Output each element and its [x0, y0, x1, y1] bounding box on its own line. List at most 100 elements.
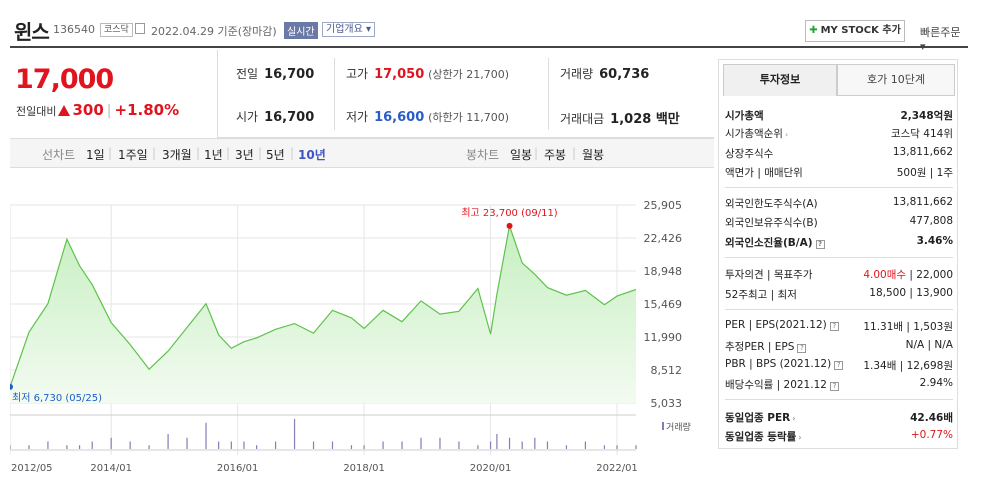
x-tick-label: 2016/01 — [217, 463, 259, 474]
stat-trade-value: 거래대금 1,028 백만 — [560, 112, 680, 127]
volume-legend: 거래량 — [666, 421, 691, 433]
volume-bar — [167, 434, 169, 449]
price-line — [10, 223, 637, 388]
x-tick-label: 2014/01 — [90, 463, 132, 474]
volume-bar — [47, 441, 49, 449]
volume-bar — [230, 441, 232, 449]
chevron-right-icon: › — [792, 414, 796, 423]
volume-bar — [363, 445, 365, 449]
tab-3m[interactable]: 3개월 — [162, 148, 192, 162]
invest-info-panel: 투자정보 호가 10단계 시가총액 2,348억원 시가총액순위 › 코스닥 414위… — [718, 59, 958, 449]
volume-bar — [603, 445, 605, 449]
tab-monthly[interactable]: 월봉 — [582, 148, 605, 162]
volume-bar — [534, 437, 536, 449]
base-date: 2022.04.29 기준(장마감) — [151, 25, 277, 38]
y-tick-label: 25,905 — [644, 199, 683, 212]
volume-bar — [496, 434, 498, 449]
max-label: 최고 23,700 (09/11) — [461, 207, 557, 219]
volume-bar — [218, 441, 220, 449]
volume-bar — [382, 441, 384, 449]
my-stock-add-button[interactable]: ✚ MY STOCK 추가 — [805, 20, 905, 42]
chevron-right-icon: › — [784, 130, 789, 139]
volume-bar — [458, 441, 460, 449]
volume-bar — [521, 441, 523, 449]
tab-3y[interactable]: 3년 — [235, 148, 254, 162]
help-icon[interactable]: ? — [797, 344, 807, 353]
change-amount: 300 — [72, 101, 104, 119]
plus-icon: ✚ — [809, 25, 818, 36]
line-chart-label: 선차트 — [42, 148, 76, 162]
volume-bar — [616, 445, 618, 449]
y-tick-label: 8,512 — [651, 364, 683, 377]
help-icon[interactable]: ? — [829, 382, 839, 391]
tab-daily[interactable]: 일봉 — [510, 148, 533, 162]
price-chart[interactable]: 25,905 22,426 18,948 15,469 11,990 8,512 5,033… — [10, 175, 710, 475]
min-marker — [10, 383, 13, 390]
calendar-icon — [135, 23, 145, 34]
price-stats: 전일 16,700 고가 17,050 (상한가 21,700) 거래량 60,736… — [218, 50, 714, 138]
tab-1d[interactable]: 1일 — [86, 148, 105, 162]
volume-bar — [565, 445, 568, 449]
volume-bar — [420, 437, 422, 449]
volume-bar — [546, 441, 549, 449]
price-change: 전일대비 300 | +1.80% — [16, 101, 180, 119]
tab-10y[interactable]: 10년 — [298, 148, 326, 162]
help-icon[interactable]: ? — [834, 361, 844, 370]
volume-bar — [508, 437, 511, 449]
volume-bar — [331, 441, 334, 449]
y-tick-label: 15,469 — [644, 298, 683, 311]
quick-order-dropdown[interactable]: 빠른주문 ▾ — [920, 26, 961, 53]
min-label: 최저 6,730 (05/25) — [12, 392, 102, 404]
volume-bar — [66, 445, 68, 449]
volume-bar — [584, 441, 587, 449]
tab-orderbook[interactable]: 호가 10단계 — [837, 64, 955, 96]
help-icon[interactable]: ? — [829, 322, 839, 331]
tab-invest-info[interactable]: 투자정보 — [723, 64, 837, 96]
volume-bar — [274, 441, 277, 449]
stock-name: 윈스 — [14, 20, 50, 44]
stock-header: 윈스 136540 코스닥 2022.04.29 기준(장마감) 실시간 기업개… — [10, 16, 968, 53]
volume-bar — [256, 445, 258, 449]
help-icon[interactable]: ? — [815, 240, 825, 249]
x-tick-label: 2022/01 — [596, 463, 638, 474]
x-tick-label: 2020/01 — [470, 463, 512, 474]
volume-bar — [78, 445, 81, 449]
my-stock-label: MY STOCK 추가 — [820, 25, 901, 36]
volume-bar — [10, 445, 11, 449]
volume-bar — [243, 441, 245, 449]
x-tick-label: 2012/05 — [11, 463, 53, 474]
chevron-right-icon: › — [798, 433, 802, 442]
price-box: 17,000 전일대비 300 | +1.80% — [10, 50, 218, 138]
realtime-button[interactable]: 실시간 — [284, 22, 318, 39]
volume-bar — [439, 437, 441, 449]
volume-bar — [635, 445, 637, 449]
y-tick-label: 18,948 — [644, 265, 683, 278]
price-area — [10, 225, 636, 403]
stat-low: 저가 16,600 (하한가 11,700) — [346, 110, 510, 125]
tab-1w[interactable]: 1주일 — [118, 148, 148, 162]
y-tick-label: 5,033 — [651, 397, 683, 410]
volume-bar — [312, 441, 315, 449]
x-tick-label: 2018/01 — [343, 463, 385, 474]
period-tabs: 선차트 1일 | 1주일 | 3개월 | 1년 | 3년 | 5년 | 10년 … — [10, 138, 714, 168]
stat-volume: 거래량 60,736 — [560, 67, 650, 82]
volume-bar — [205, 422, 207, 449]
volume-bar — [477, 445, 479, 449]
tab-weekly[interactable]: 주봉 — [544, 148, 567, 162]
change-percent: +1.80% — [114, 101, 180, 119]
up-triangle-icon — [58, 105, 71, 116]
volume-bar — [129, 441, 131, 449]
max-marker — [506, 222, 513, 229]
volume-bar — [401, 441, 403, 449]
stat-open: 시가 16,700 — [236, 110, 315, 125]
volume-bar — [293, 419, 296, 449]
company-overview-dropdown[interactable]: 기업개요 ▾ — [322, 22, 375, 37]
tab-1y[interactable]: 1년 — [204, 148, 223, 162]
tab-5y[interactable]: 5년 — [266, 148, 285, 162]
stock-code: 136540 — [53, 23, 95, 36]
volume-bar — [91, 441, 93, 449]
current-price: 17,000 — [15, 64, 114, 95]
candle-chart-label: 봉차트 — [466, 148, 500, 162]
market-badge: 코스닥 — [100, 23, 133, 37]
volume-bar — [110, 437, 112, 449]
